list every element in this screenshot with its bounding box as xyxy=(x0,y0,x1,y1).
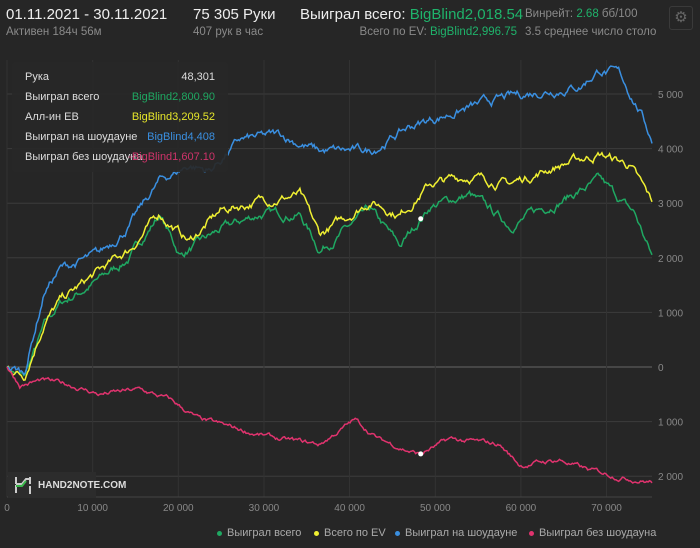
series-line-3 xyxy=(6,366,653,484)
tooltip-label: Выиграл без шоудауна xyxy=(25,151,143,163)
tooltip-value: BigBlind3,209.52 xyxy=(131,111,215,123)
tooltip: Рука 48,301 Выиграл всего BigBlind2,800.90… xyxy=(12,62,228,172)
series-line-1 xyxy=(6,151,653,382)
logo-text: HAND2NOTE.COM xyxy=(38,480,127,491)
winrate-label: Винрейт: xyxy=(525,8,574,20)
ev-total: Всего по EV: BigBlind2,996.75 xyxy=(360,26,517,38)
ev-label: Всего по EV: xyxy=(359,26,427,38)
x-tick-label: 40 000 xyxy=(334,503,365,514)
hover-marker xyxy=(418,216,424,222)
legend-label: Выиграл всего xyxy=(227,527,302,539)
y-tick-label: 4 000 xyxy=(658,145,683,156)
tooltip-row-hand: Рука 48,301 xyxy=(25,71,215,85)
legend-label: Выиграл без шоудауна xyxy=(539,527,657,539)
tooltip-value: BigBlind2,800.90 xyxy=(131,91,215,103)
winrate-unit: бб/100 xyxy=(601,8,638,20)
series-line-0 xyxy=(6,172,653,377)
logo-icon xyxy=(15,477,31,494)
hands-count: 75 305 Руки xyxy=(193,6,276,23)
x-tick-label: 20 000 xyxy=(163,503,194,514)
winrate: Винрейт: 2.68 бб/100 xyxy=(525,8,637,20)
ev-value: BigBlind2,996.75 xyxy=(430,26,517,38)
tooltip-row-allin-ev: Алл-ин EB BigBlind3,209.52 xyxy=(25,111,215,125)
x-tick-label: 70 000 xyxy=(591,503,622,514)
active-time: Активен 184ч 56м xyxy=(6,26,102,38)
tooltip-label: Рука xyxy=(25,71,50,83)
x-tick-label: 0 xyxy=(4,503,10,514)
tooltip-row-won: Выиграл всего BigBlind2,800.90 xyxy=(25,91,215,105)
tooltip-row-showdown: Выиграл на шоудауне BigBlind4,408 xyxy=(25,131,215,145)
won-label: Выиграл всего: xyxy=(300,6,406,23)
tooltip-label: Выиграл на шоудауне xyxy=(25,131,138,143)
legend-item-ev[interactable]: Всего по EV xyxy=(314,527,386,539)
x-tick-label: 60 000 xyxy=(506,503,537,514)
x-tick-label: 10 000 xyxy=(77,503,108,514)
gear-icon[interactable]: ⚙ xyxy=(669,6,693,30)
date-range[interactable]: 01.11.2021 - 30.11.2021 xyxy=(6,6,168,23)
series-line-2 xyxy=(6,65,653,376)
avg-tables: 3.5 среднее число столо xyxy=(525,26,657,38)
legend-label: Всего по EV xyxy=(324,527,386,539)
tooltip-value: 48,301 xyxy=(181,71,215,83)
tooltip-label: Выиграл всего xyxy=(25,91,100,103)
tooltip-value: -BigBlind1,607.10 xyxy=(128,151,215,163)
header: 01.11.2021 - 30.11.2021 Активен 184ч 56м… xyxy=(0,0,700,44)
legend-item-showdown[interactable]: Выиграл на шоудауне xyxy=(395,527,517,539)
y-tick-label: 2 000 xyxy=(658,472,683,483)
tooltip-row-non-showdown: Выиграл без шоудауна -BigBlind1,607.10 xyxy=(25,151,215,165)
hand2note-logo: HAND2NOTE.COM xyxy=(8,472,126,498)
tooltip-label: Алл-ин EB xyxy=(25,111,79,123)
winrate-value: 2.68 xyxy=(576,8,599,20)
y-tick-label: 1 000 xyxy=(658,308,683,319)
tooltip-value: BigBlind4,408 xyxy=(147,131,215,143)
y-tick-label: 0 xyxy=(658,363,664,374)
y-tick-label: 3 000 xyxy=(658,199,683,210)
won-value: BigBlind2,018.54 xyxy=(409,6,524,23)
y-tick-label: 5 000 xyxy=(658,90,683,101)
x-tick-label: 30 000 xyxy=(249,503,280,514)
legend-dot xyxy=(217,530,222,536)
hover-marker xyxy=(418,451,424,457)
hands-per-hour: 407 рук в час xyxy=(193,26,264,38)
y-tick-label: 1 000 xyxy=(658,418,683,429)
y-tick-label: 2 000 xyxy=(658,254,683,265)
legend-label: Выиграл на шоудауне xyxy=(405,527,518,539)
won-total: Выиграл всего: BigBlind2,018.54 xyxy=(300,6,523,23)
legend-dot xyxy=(314,530,319,536)
legend-dot xyxy=(529,530,534,536)
legend-dot xyxy=(395,530,400,536)
legend-item-non-showdown[interactable]: Выиграл без шоудауна xyxy=(529,527,656,539)
legend-item-won[interactable]: Выиграл всего xyxy=(217,527,301,539)
x-tick-label: 50 000 xyxy=(420,503,451,514)
